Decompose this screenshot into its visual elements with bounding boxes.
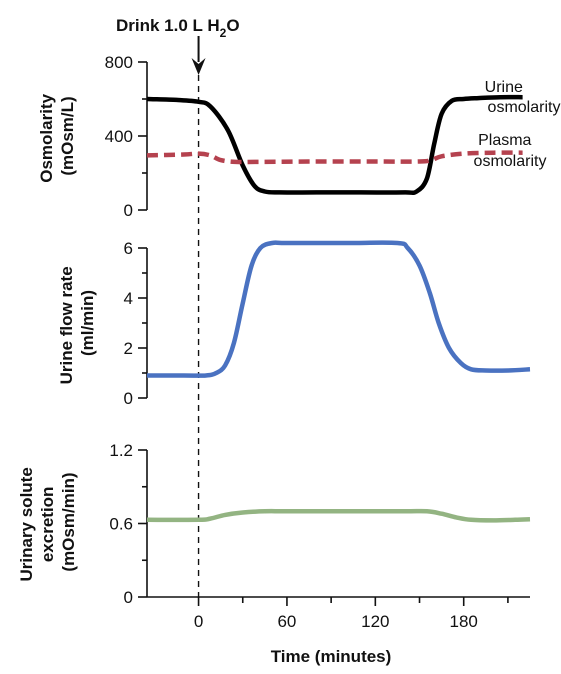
- y-tick-label: 0: [124, 389, 133, 408]
- solute-excretion-ylabel-line1: Urinary solute: [17, 467, 36, 581]
- osmolarity-ylabel-line1: Osmolarity: [37, 93, 56, 182]
- urine-flow-panel: Urine flow rate (ml/min) 0 2 4 6: [57, 239, 531, 408]
- x-axis: 0 60 120 180: [147, 596, 530, 631]
- plasma-osmolarity-line: [146, 150, 523, 165]
- solute-excretion-panel: Urinary solute excretion (mOsm/min) 0 0.6…: [17, 441, 531, 607]
- urine-osmolarity-legend-line1: Urine: [485, 79, 523, 96]
- y-tick-label: 6: [124, 239, 133, 258]
- urine-osmolarity-legend-line2: osmolarity: [488, 99, 561, 116]
- plasma-osmolarity-legend: Plasma osmolarity: [474, 132, 547, 170]
- urine-flow-ylabel-line2: (ml/min): [78, 290, 97, 356]
- drink-label-main: Drink 1.0 L H: [116, 16, 220, 35]
- drink-label-end: O: [226, 16, 239, 35]
- y-tick-label: 800: [105, 53, 133, 72]
- drink-annotation: Drink 1.0 L H2O: [116, 16, 240, 75]
- y-tick-label: 400: [105, 127, 133, 146]
- y-tick-label: 0: [124, 201, 133, 220]
- urinary-solute-excretion-line: [146, 508, 531, 523]
- x-axis-title: Time (minutes): [271, 647, 392, 666]
- urine-flow-ylabel-line1: Urine flow rate: [57, 266, 76, 384]
- urine-osmolarity-legend: Urine osmolarity: [485, 79, 561, 116]
- drink-annotation-label: Drink 1.0 L H2O: [116, 16, 240, 40]
- y-tick-label: 1.2: [109, 441, 133, 460]
- x-tick-label: 120: [361, 612, 389, 631]
- y-tick-label: 0: [124, 588, 133, 607]
- urine-osmolarity-line: [146, 94, 523, 196]
- x-tick-label: 180: [450, 612, 478, 631]
- y-tick-label: 2: [124, 339, 133, 358]
- osmolarity-panel: Osmolarity (mOsm/L) 0 400 800 Urine osmola…: [37, 53, 560, 220]
- solute-excretion-ylabel-line3: (mOsm/min): [59, 472, 78, 571]
- urine-flow-y-axis: 0 2 4 6: [124, 239, 148, 408]
- y-tick-label: 4: [124, 289, 133, 308]
- plasma-osmolarity-legend-line2: osmolarity: [474, 153, 547, 170]
- solute-excretion-y-axis: 0 0.6 1.2: [109, 441, 148, 607]
- urine-flow-series: [147, 240, 531, 378]
- down-arrow-icon: [191, 58, 206, 75]
- urine-flow-rate-line: [147, 240, 531, 378]
- osmolarity-y-axis: 0 400 800: [105, 53, 148, 220]
- solute-excretion-ylabel-line2: excretion: [38, 487, 57, 563]
- solute-excretion-ylabel: Urinary solute excretion (mOsm/min): [17, 462, 78, 581]
- x-tick-label: 60: [277, 612, 296, 631]
- urine-flow-ylabel: Urine flow rate (ml/min): [57, 262, 97, 385]
- x-tick-label: 0: [194, 612, 203, 631]
- solute-excretion-series: [146, 508, 531, 523]
- plasma-osmolarity-legend-line1: Plasma: [478, 132, 531, 149]
- osmolarity-ylabel: Osmolarity (mOsm/L): [37, 89, 77, 183]
- osmolarity-ylabel-line2: (mOsm/L): [58, 96, 77, 175]
- y-tick-label: 0.6: [109, 515, 133, 534]
- osmolarity-series: [146, 94, 523, 196]
- drink-label-sub: 2: [220, 26, 227, 40]
